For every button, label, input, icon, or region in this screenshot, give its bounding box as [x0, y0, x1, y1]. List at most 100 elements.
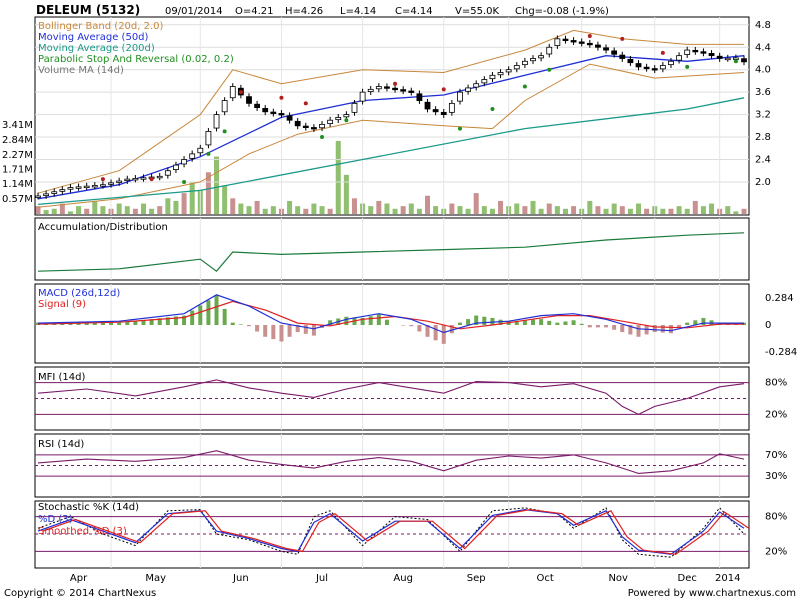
macd-histogram-bar — [246, 325, 251, 327]
volume-bar — [376, 200, 382, 214]
volume-bar — [644, 208, 650, 214]
macd-histogram-bar — [636, 325, 641, 337]
plot-layer — [35, 17, 750, 568]
candle-body — [530, 58, 536, 62]
psar-dot — [522, 84, 527, 89]
month-label: Nov — [608, 573, 628, 584]
macd-histogram-bar — [571, 320, 576, 325]
macd-histogram-bar — [466, 319, 471, 325]
oscillator-tick-label: 70% — [765, 450, 787, 461]
volume-bar — [489, 208, 495, 214]
volume-bar — [530, 200, 536, 214]
candle-body — [189, 153, 196, 159]
psar-dot — [279, 95, 284, 100]
macd-histogram-bar — [579, 323, 584, 325]
macd-histogram-bar — [100, 322, 105, 325]
macd-histogram-bar — [474, 315, 479, 325]
price-legend-item: Bollinger Band (20d, 2.0) — [38, 21, 164, 32]
volume-bar — [587, 200, 593, 214]
candle-body — [246, 96, 252, 104]
psar-dot — [620, 36, 625, 41]
bollinger-upper-line — [37, 29, 744, 194]
macd-histogram-bar — [668, 325, 673, 334]
price-tick-label: 4.4 — [755, 42, 771, 53]
accdist-title: Accumulation/Distribution — [38, 222, 168, 233]
macd-tick-label: 0.284 — [765, 293, 794, 304]
macd-histogram-bar — [125, 321, 130, 325]
candle-body — [359, 91, 366, 102]
macd-histogram-bar — [401, 325, 406, 326]
macd-histogram-bar — [685, 322, 690, 325]
psar-dot — [238, 90, 243, 95]
footer-copyright: Copyright © 2014 ChartNexus — [4, 588, 156, 599]
volume-bar — [67, 211, 73, 214]
candle-body — [513, 65, 520, 70]
price-tick-label: 2.0 — [755, 177, 771, 188]
candle-body — [343, 114, 350, 118]
volume-bar — [676, 206, 682, 214]
macd-histogram-bar — [693, 320, 698, 325]
volume-bar — [554, 206, 560, 214]
candle-body — [278, 113, 285, 116]
candle-body — [424, 101, 431, 110]
month-label: Jun — [232, 573, 249, 584]
macd-histogram-bar — [360, 317, 365, 325]
macd-histogram-bar — [165, 317, 170, 325]
price-tick-label: 3.2 — [755, 110, 771, 121]
volume-bar — [287, 200, 293, 214]
accdist-line — [37, 232, 745, 273]
ma50-line — [37, 55, 745, 200]
psar-dot — [100, 177, 105, 182]
volume-bar — [562, 208, 568, 214]
volume-bar — [400, 206, 406, 214]
volume-tick-label: 2.84M — [2, 135, 33, 146]
volume-bar — [319, 206, 325, 214]
volume-bar — [741, 208, 747, 214]
macd-histogram-bar — [157, 318, 162, 325]
volume-bar — [538, 208, 544, 214]
macd-legend-item: Signal (9) — [38, 299, 86, 310]
volume-tick-label: 1.14M — [2, 179, 33, 190]
candle-body — [554, 38, 561, 46]
volume-bar — [514, 203, 520, 214]
volume-bar — [35, 206, 41, 214]
volume-tick-label: 1.71M — [2, 164, 33, 175]
macd-histogram-bar — [230, 322, 235, 325]
psar-dot — [660, 50, 665, 55]
price-legend-item: Moving Average (50d) — [38, 32, 149, 43]
oscillator-tick-label: 20% — [765, 409, 787, 420]
psar-dot — [587, 34, 592, 39]
oscillator-title: RSI (14d) — [38, 439, 84, 450]
candle-body — [254, 103, 261, 108]
macd-histogram-bar — [555, 322, 560, 325]
macd-histogram-bar — [328, 320, 333, 325]
oscillator-tick-label: 30% — [765, 471, 787, 482]
candle-body — [75, 186, 82, 189]
candle-body — [457, 91, 463, 102]
macd-histogram-bar — [563, 321, 568, 325]
candle-body — [440, 111, 447, 115]
macd-histogram-bar — [620, 325, 625, 333]
macd-histogram-bar — [482, 316, 487, 325]
macd-tick-label: 0 — [765, 320, 771, 331]
candle-body — [132, 178, 139, 181]
candle-body — [156, 175, 163, 179]
candle-body — [294, 120, 301, 127]
footer-powered: Powered by www.chartnexus.com — [628, 588, 796, 599]
macd-histogram-bar — [531, 319, 536, 325]
candle-body — [164, 170, 171, 176]
candle-body — [473, 83, 480, 88]
stochastic-legend-item: Stochastic %K (14d) — [38, 502, 139, 513]
macd-histogram-bar — [133, 320, 138, 325]
candle-body — [692, 49, 699, 53]
volume-bar — [230, 198, 236, 214]
stochastic-smoothed-d-line — [42, 508, 750, 555]
macd-histogram-bar — [490, 317, 495, 325]
candle-body — [335, 117, 342, 121]
month-label: Apr — [70, 573, 88, 584]
candle-body — [173, 164, 179, 170]
volume-bar — [149, 208, 155, 214]
volume-bar — [425, 195, 431, 214]
candle-body — [619, 54, 626, 59]
